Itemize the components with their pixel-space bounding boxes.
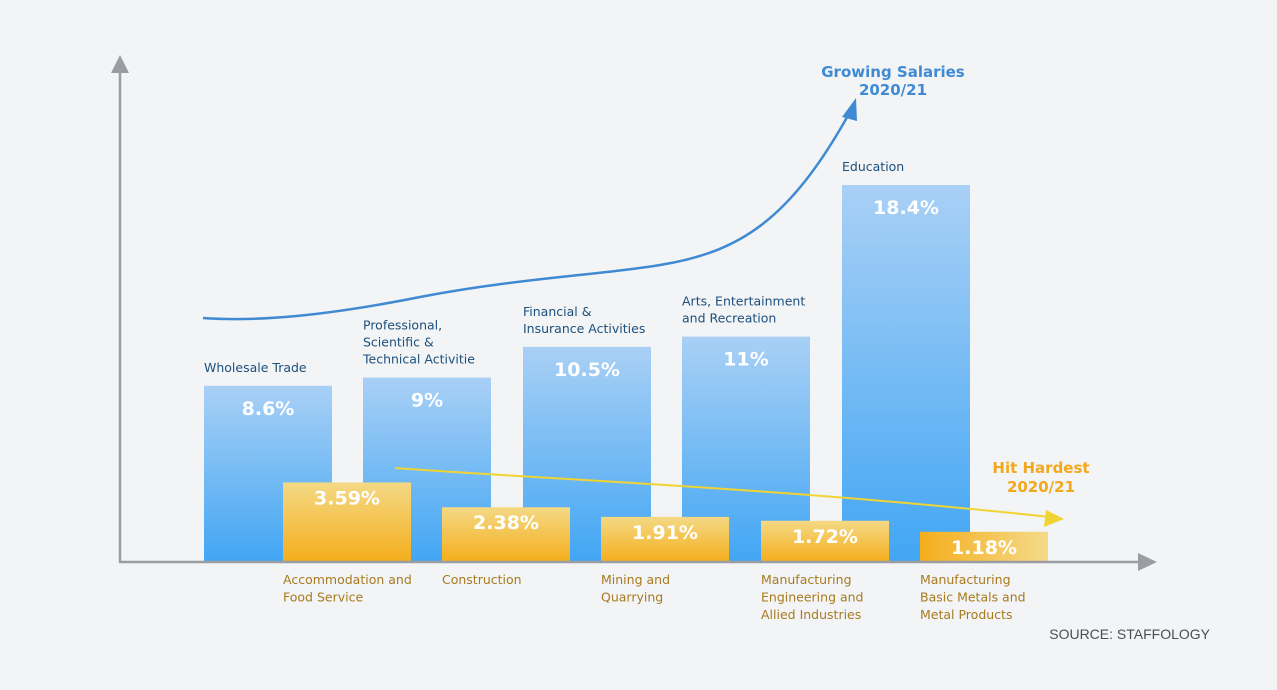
hit-hardest-category-label: Mining and <box>601 572 670 587</box>
hit-hardest-category-label: Basic Metals and <box>920 590 1026 605</box>
growing-category-label: Financial & <box>523 304 592 319</box>
growing-bar-value-label: 10.5% <box>554 359 620 381</box>
growing-bar-value-label: 9% <box>411 390 443 412</box>
growing-trend-arrow-icon <box>842 98 857 121</box>
hit-hardest-trend-arrow-icon <box>1044 510 1064 527</box>
hit-hardest-bar <box>601 516 729 562</box>
growing-trend-curve <box>202 111 852 321</box>
growing-category-label: Wholesale Trade <box>204 360 307 375</box>
y-axis-arrow-icon <box>111 55 129 73</box>
hit-hardest-bar <box>283 482 411 562</box>
hit-hardest-bars: 3.59% 2.38% 1.91% 1.72% 1.18% <box>283 482 1048 562</box>
growing-category-label: Professional, <box>363 318 442 333</box>
growing-category-label: Education <box>842 159 904 174</box>
hit-hardest-bar <box>761 520 889 562</box>
hit-hardest-bar-value-label: 2.38% <box>473 512 539 534</box>
hit-hardest-category-label: Manufacturing <box>920 572 1011 587</box>
growing-annotation-line-1: Growing Salaries <box>821 63 965 81</box>
hit-hardest-bar <box>442 507 570 562</box>
hit-hardest-category-labels: Accommodation and Food Service Constructio… <box>283 572 1026 622</box>
hit-hardest-category-label: Construction <box>442 572 522 587</box>
hit-hardest-annotation-line-2: 2020/21 <box>1007 478 1075 496</box>
hit-hardest-category-label: Quarrying <box>601 590 663 605</box>
growing-bar-value-label: 8.6% <box>242 398 295 420</box>
x-axis-arrow-icon <box>1138 553 1157 571</box>
growing-category-label: Arts, Entertainment <box>682 294 805 309</box>
hit-hardest-category-label: Food Service <box>283 590 363 605</box>
hit-hardest-category-label: Metal Products <box>920 607 1012 622</box>
hit-hardest-bar-value-label: 1.91% <box>632 522 698 544</box>
growing-bar-value-label: 11% <box>723 349 768 371</box>
growing-category-labels: Wholesale Trade Professional, Scientific &… <box>204 159 904 375</box>
hit-hardest-bar-value-label: 3.59% <box>314 487 380 509</box>
axes <box>111 55 1157 571</box>
growing-bar-value-label: 18.4% <box>873 197 939 219</box>
source-note: SOURCE: STAFFOLOGY <box>1049 626 1210 642</box>
growing-category-label: Insurance Activities <box>523 321 645 336</box>
hit-hardest-category-label: Engineering and <box>761 590 864 605</box>
growing-category-label: and Recreation <box>682 311 776 326</box>
hit-hardest-category-label: Manufacturing <box>761 572 852 587</box>
growing-bar <box>842 185 970 562</box>
hit-hardest-annotation: Hit Hardest 2020/21 <box>992 459 1089 496</box>
hit-hardest-trend-curve <box>394 467 1051 518</box>
hit-hardest-bar-value-label: 1.18% <box>951 537 1017 559</box>
hit-hardest-category-label: Allied Industries <box>761 607 861 622</box>
growing-salaries-annotation: Growing Salaries 2020/21 <box>821 63 965 99</box>
hit-hardest-annotation-line-1: Hit Hardest <box>992 459 1089 477</box>
growing-annotation-line-2: 2020/21 <box>859 81 927 99</box>
hit-hardest-bar-value-label: 1.72% <box>792 526 858 548</box>
hit-hardest-bar <box>920 531 1048 562</box>
hit-hardest-category-label: Accommodation and <box>283 572 412 587</box>
growing-category-label: Scientific & <box>363 335 434 350</box>
growing-category-label: Technical Activitie <box>362 352 475 367</box>
